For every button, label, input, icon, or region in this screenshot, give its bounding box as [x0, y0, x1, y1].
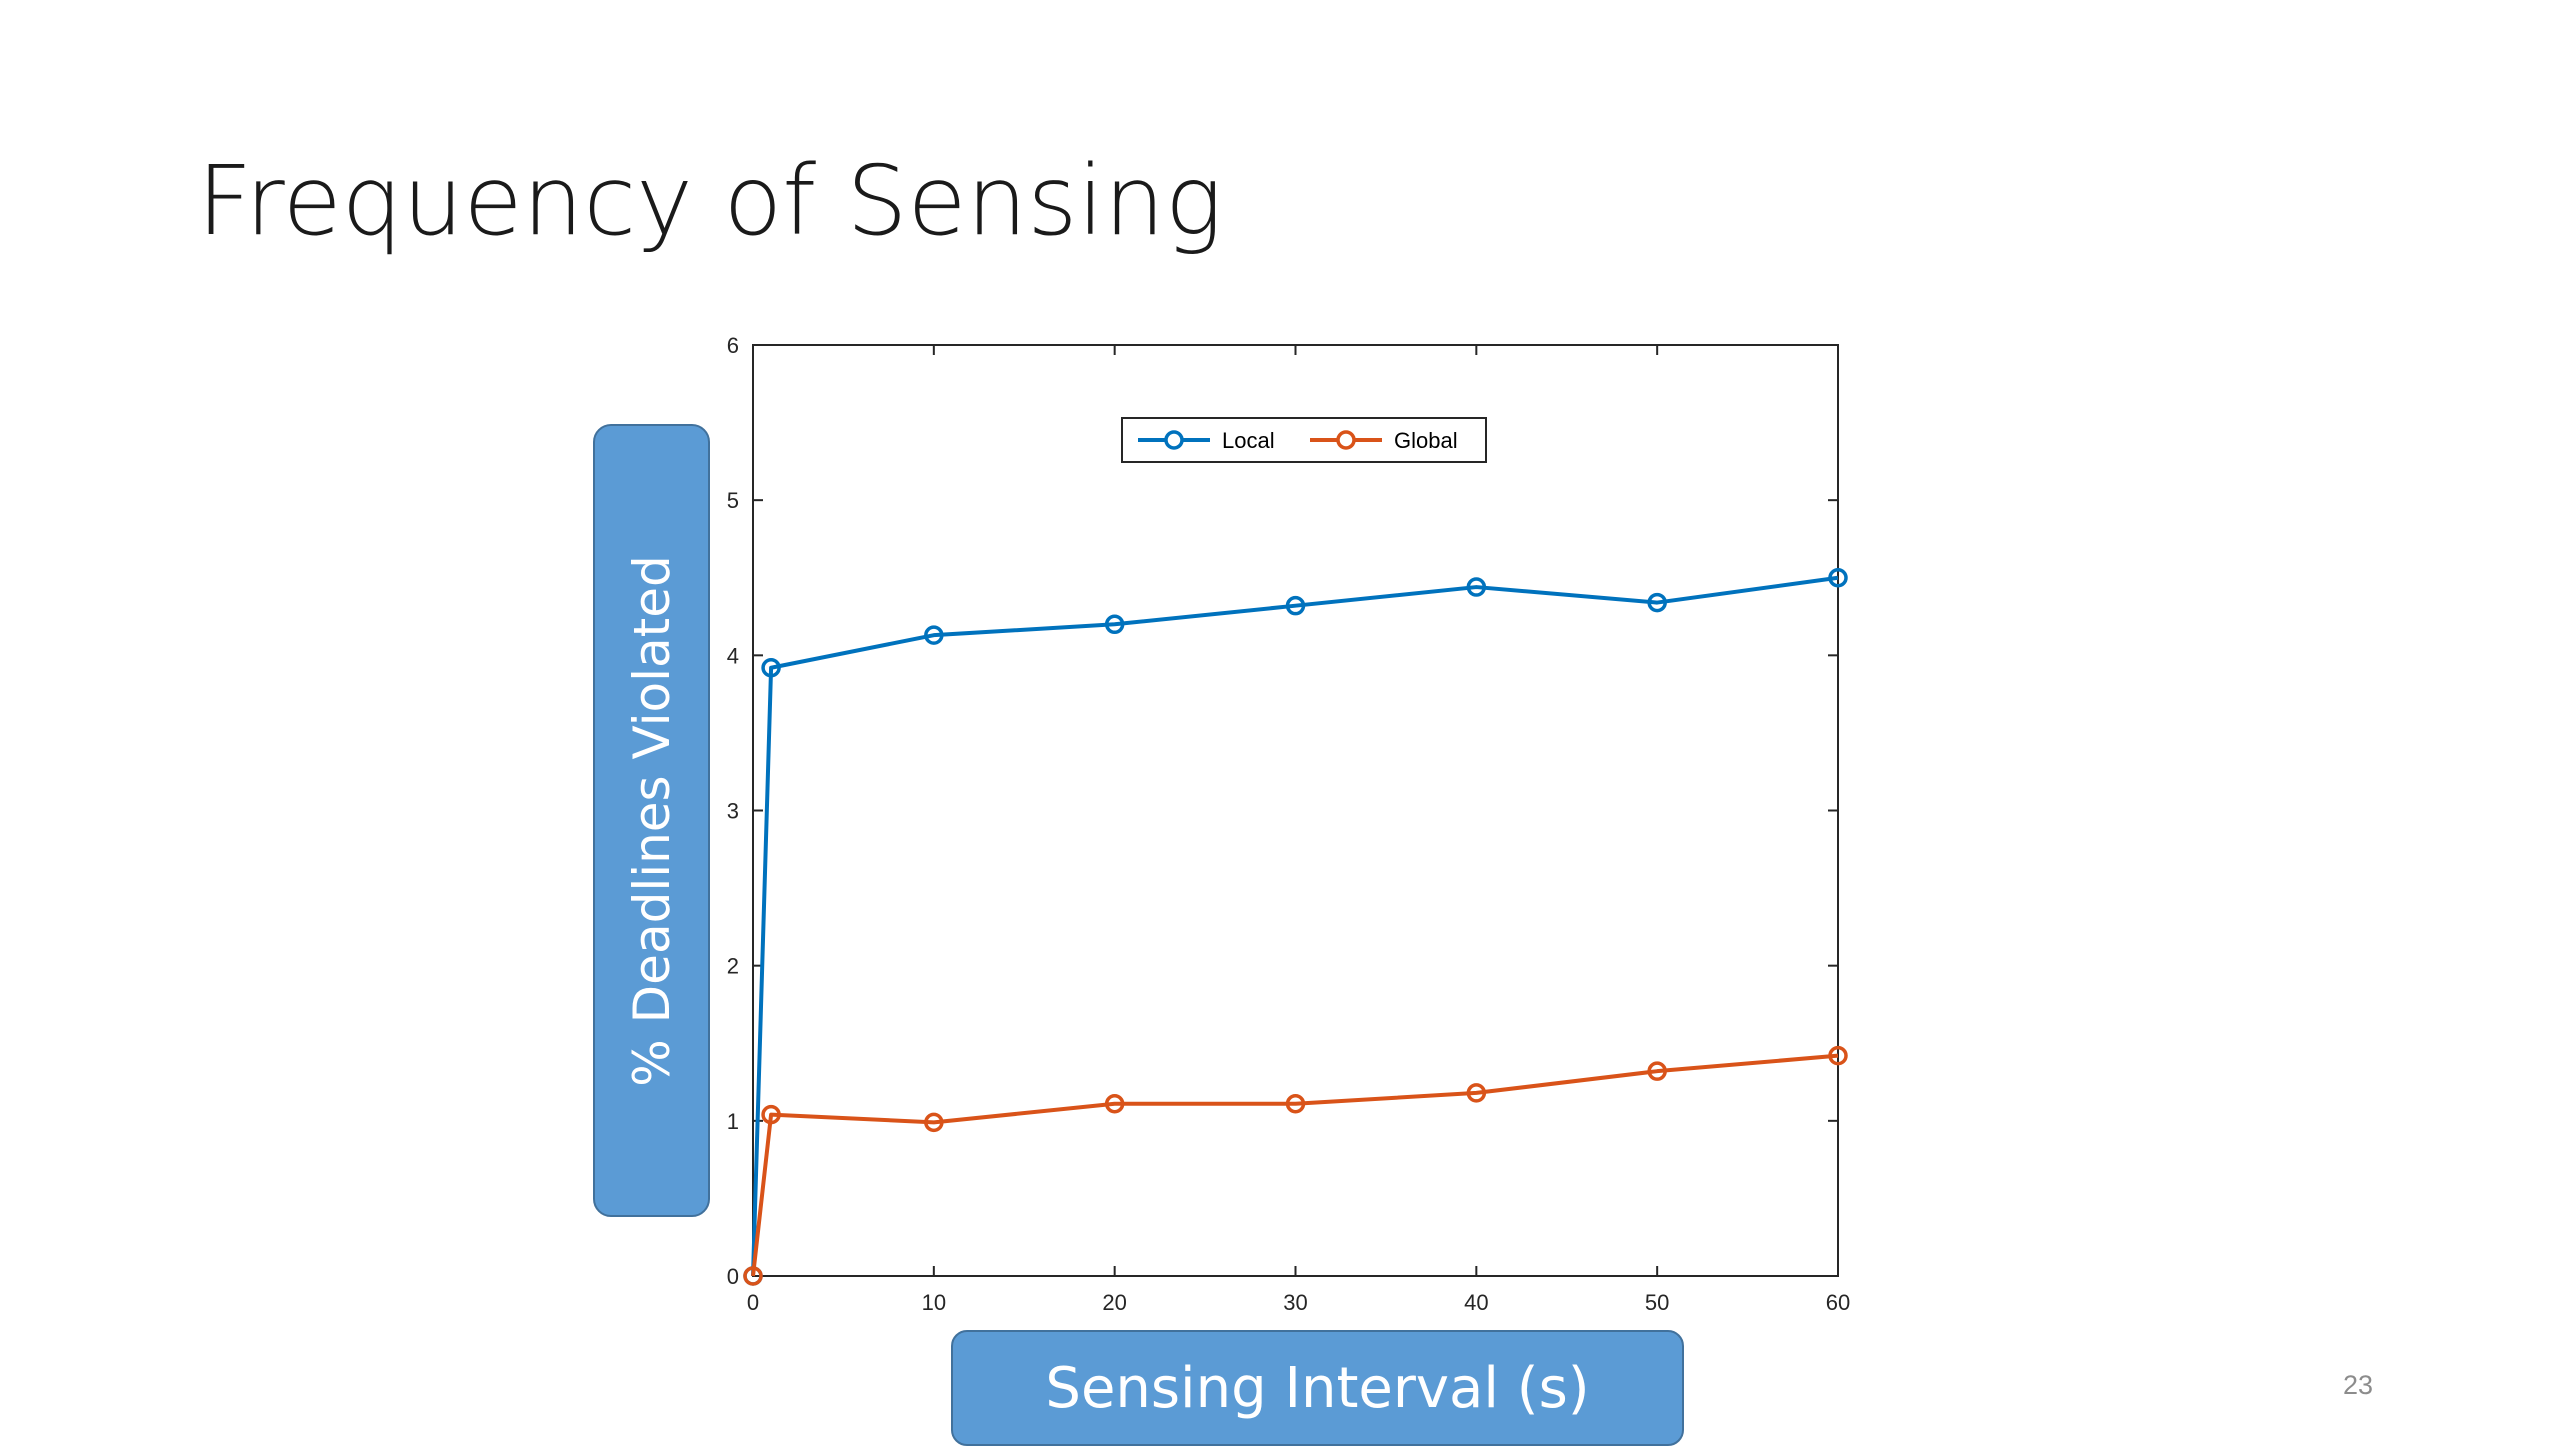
legend-label-global: Global	[1394, 428, 1458, 453]
data-point-local	[1104, 614, 1125, 635]
legend-label-local: Local	[1222, 428, 1275, 453]
data-point-global	[1104, 1094, 1125, 1114]
data-point-local	[1285, 595, 1306, 616]
x-tick-label: 10	[922, 1290, 946, 1315]
data-point-global	[1647, 1061, 1667, 1081]
page-number: 23	[2343, 1370, 2374, 1400]
x-tick-label: 50	[1645, 1290, 1669, 1315]
data-point-local	[1466, 577, 1487, 597]
data-point-local	[761, 657, 781, 678]
legend-marker-global	[1336, 430, 1356, 450]
data-point-global	[924, 1112, 944, 1133]
y-axis-label-box: % Deadlines Violated	[593, 424, 710, 1217]
x-axis-label: Sensing Interval (s)	[1045, 1355, 1590, 1421]
data-point-global	[1828, 1045, 1848, 1066]
plot-area	[752, 344, 1839, 1277]
legend-marker-local	[1164, 430, 1184, 450]
y-tick-label: 5	[727, 488, 739, 513]
x-tick-label: 0	[747, 1290, 759, 1315]
data-point-global	[743, 1266, 763, 1286]
x-tick-label: 60	[1826, 1290, 1850, 1315]
data-point-global	[1285, 1094, 1306, 1114]
y-tick-label: 4	[727, 643, 739, 668]
x-tick-label: 30	[1283, 1290, 1307, 1315]
y-tick-label: 2	[727, 954, 739, 979]
x-tick-label: 20	[1102, 1290, 1126, 1315]
x-axis-label-box: Sensing Interval (s)	[951, 1330, 1684, 1446]
data-point-local	[1647, 592, 1667, 613]
y-tick-label: 0	[727, 1264, 739, 1289]
y-tick-label: 3	[727, 799, 739, 824]
y-axis-label: % Deadlines Violated	[622, 554, 681, 1087]
y-tick-label: 1	[727, 1109, 739, 1134]
slide-title: Frequency of Sensing	[197, 145, 1223, 257]
series-line-local	[751, 575, 1839, 1277]
data-point-local	[1828, 568, 1848, 588]
series-line-global	[751, 1053, 1839, 1277]
data-point-global	[1466, 1083, 1487, 1103]
x-tick-label: 40	[1464, 1290, 1488, 1315]
y-tick-label: 6	[727, 333, 739, 358]
data-point-global	[761, 1104, 781, 1125]
data-point-local	[924, 625, 944, 645]
